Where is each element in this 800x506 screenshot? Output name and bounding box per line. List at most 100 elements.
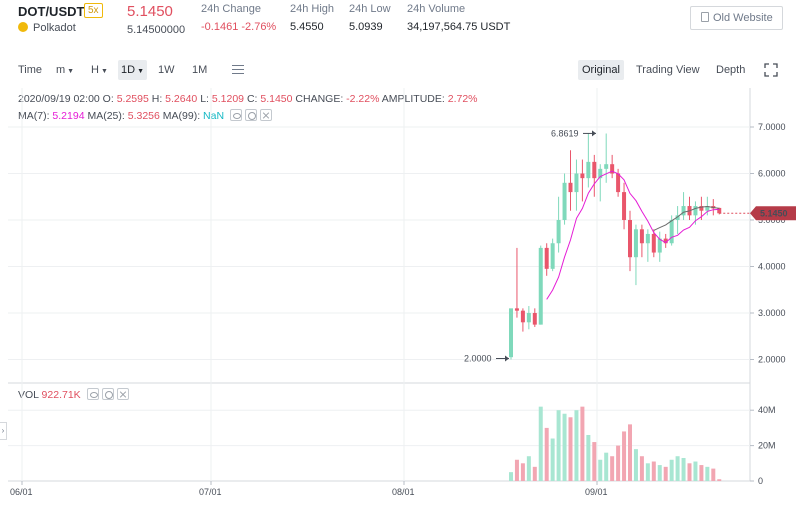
change-label: CHANGE: — [295, 93, 344, 105]
candle-body — [610, 164, 615, 174]
ohlc-info: 2020/09/19 02:00 O: 5.2595 H: 5.2640 L: … — [18, 93, 478, 105]
last-price: 5.1450 — [127, 3, 173, 20]
eye-icon[interactable] — [86, 388, 99, 400]
candle-body — [520, 310, 525, 323]
volume-bar — [675, 456, 680, 481]
candle-body — [526, 313, 531, 323]
stat-label: 24h Low — [349, 3, 391, 15]
candle-body — [556, 220, 561, 244]
volume-bar — [622, 431, 627, 481]
leverage-badge[interactable]: 5x — [84, 3, 103, 18]
candle-body — [616, 173, 621, 193]
indicator-settings-icon[interactable] — [232, 63, 244, 75]
candle-body — [651, 233, 656, 253]
time-tick-label: 08/01 — [392, 487, 415, 497]
ma25-line — [653, 205, 720, 231]
volume-bar — [526, 456, 531, 481]
high-label: H: — [151, 93, 163, 105]
interval-minute-label: m — [56, 64, 66, 76]
interval-hour-label: H — [91, 64, 99, 76]
change-value: -2.22% — [346, 93, 380, 105]
time-tick-label: 06/01 — [10, 487, 33, 497]
candle-body — [639, 229, 644, 244]
close-label: C: — [246, 93, 258, 105]
current-price-label: 5.1450 — [760, 208, 788, 218]
interval-week[interactable]: 1W — [158, 64, 175, 76]
volume-bar — [616, 445, 621, 481]
candle-body — [699, 206, 704, 211]
gear-icon[interactable] — [244, 109, 257, 121]
old-website-button[interactable]: Old Website — [690, 6, 783, 30]
last-price-precise: 5.14500000 — [127, 24, 186, 36]
pair-title[interactable]: DOT/USDT — [18, 4, 85, 19]
stat-24h-volume: 24h Volume 34,197,564.75 USDT — [407, 3, 510, 33]
volume-bar — [681, 457, 686, 481]
volume-bar — [705, 466, 710, 481]
ma7-line — [546, 170, 720, 300]
fullscreen-icon[interactable] — [764, 63, 778, 77]
amplitude-value: 2.72% — [447, 93, 478, 105]
price-tick-label: 2.0000 — [758, 355, 786, 365]
interval-day-dropdown[interactable]: 1D ▼ — [118, 60, 147, 80]
volume-bar — [520, 463, 525, 481]
candle-body — [538, 247, 543, 325]
gear-icon[interactable] — [101, 388, 114, 400]
volume-bar — [610, 456, 615, 481]
volume-bar — [592, 442, 597, 481]
candle-body — [628, 220, 632, 258]
high-marker-arrowhead — [592, 130, 596, 137]
volume-tick-label: 40M — [758, 405, 776, 415]
volume-bar — [538, 406, 543, 481]
view-original-tab[interactable]: Original — [578, 60, 624, 80]
amplitude-label: AMPLITUDE: — [381, 93, 445, 105]
market-header: DOT/USDT 5x Polkadot 5.1450 5.14500000 2… — [0, 0, 800, 44]
low-value: 5.1209 — [211, 93, 245, 105]
document-icon — [701, 12, 709, 22]
interval-day-label: 1D — [121, 64, 136, 76]
candle-body — [568, 182, 573, 193]
stat-24h-high: 24h High 5.4550 — [290, 3, 334, 33]
interval-month[interactable]: 1M — [192, 64, 208, 76]
view-depth-tab[interactable]: Depth — [716, 64, 746, 76]
close-value: 5.1450 — [260, 93, 293, 105]
volume-bar — [699, 465, 704, 481]
stat-label: 24h Change — [201, 3, 261, 15]
time-tick-label: 09/01 — [585, 487, 608, 497]
stat-value: 5.4550 — [290, 21, 324, 33]
low-marker-label: 2.0000 — [464, 354, 492, 364]
coin-name[interactable]: Polkadot — [18, 22, 76, 34]
stat-24h-change: 24h Change -0.1461 -2.76% — [201, 3, 276, 33]
stat-value: -0.1461 -2.76% — [201, 21, 277, 33]
volume-bar — [717, 479, 722, 481]
volume-bar — [711, 468, 716, 481]
volume-bar — [556, 410, 561, 481]
candle-body — [544, 247, 549, 269]
candle-body — [657, 238, 662, 253]
time-tick-label: 07/01 — [199, 487, 222, 497]
close-icon[interactable] — [116, 388, 129, 400]
candle-body — [705, 206, 710, 211]
high-value: 5.2640 — [165, 93, 198, 105]
volume-bar — [628, 424, 632, 481]
interval-time[interactable]: Time — [18, 64, 43, 76]
volume-bar — [633, 449, 638, 481]
stat-value: 5.0939 — [349, 21, 383, 33]
candle-body — [509, 308, 513, 358]
candle-body — [675, 215, 680, 220]
high-marker-label: 6.8619 — [551, 128, 579, 138]
ma25-value: 5.3256 — [127, 110, 160, 122]
price-tick-label: 3.0000 — [758, 308, 786, 318]
eye-icon[interactable] — [229, 109, 242, 121]
volume-bar — [693, 461, 698, 481]
view-tradingview-tab[interactable]: Trading View — [636, 64, 700, 76]
volume-bar — [509, 472, 513, 481]
interval-minute-dropdown[interactable]: m ▼ — [53, 60, 77, 80]
volume-tick-label: 0 — [758, 476, 763, 486]
open-label: O: — [102, 93, 114, 105]
close-icon[interactable] — [259, 109, 272, 121]
low-marker-arrowhead — [505, 355, 509, 362]
candle-body — [633, 229, 638, 258]
expand-panel-tab[interactable]: › — [0, 422, 7, 440]
interval-hour-dropdown[interactable]: H ▼ — [88, 60, 111, 80]
